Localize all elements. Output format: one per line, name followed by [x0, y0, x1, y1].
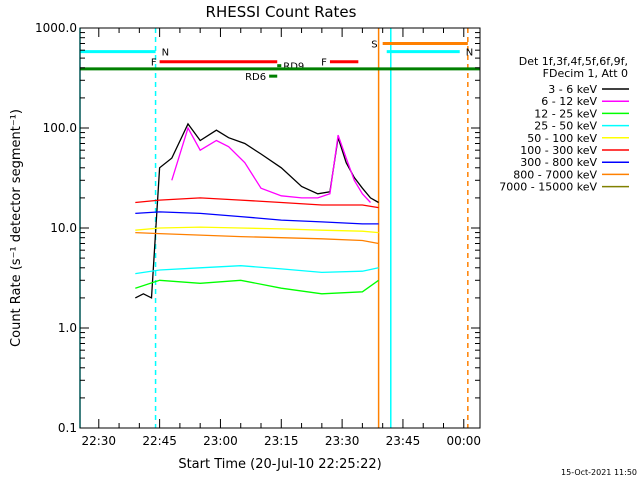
- legend-label: 3 - 6 keV: [548, 83, 597, 96]
- y-tick-label: 100.0: [43, 121, 77, 135]
- flag-label: F: [151, 58, 157, 69]
- legend-label: 7000 - 15000 keV: [499, 181, 597, 194]
- series-line: [135, 279, 379, 295]
- series-line: [135, 211, 379, 225]
- x-tick-label: 22:45: [142, 434, 177, 448]
- legend-label: 300 - 800 keV: [520, 156, 597, 169]
- series-line: [171, 126, 371, 203]
- flag-label: S: [371, 39, 377, 50]
- flag-label: F: [321, 58, 327, 69]
- chart-title: RHESSI Count Rates: [206, 3, 357, 21]
- legend-header: Det 1f,3f,4f,5f,6f,9f,: [519, 55, 628, 68]
- y-tick-label: 1000.0: [35, 21, 77, 35]
- y-axis-label: Count Rate (s⁻¹ detector segment⁻¹): [9, 109, 24, 347]
- x-tick-label: 23:30: [325, 434, 360, 448]
- legend-label: 6 - 12 keV: [541, 95, 597, 108]
- footer-timestamp: 15-Oct-2021 11:50: [561, 468, 637, 477]
- x-tick-label: 23:45: [386, 434, 421, 448]
- x-tick-label: 00:00: [446, 434, 481, 448]
- x-tick-label: 22:30: [81, 434, 116, 448]
- flag-label: N: [466, 48, 473, 59]
- legend-label: 12 - 25 keV: [534, 107, 597, 120]
- legend: Det 1f,3f,4f,5f,6f,9f,FDecim 1, Att 0 3 -…: [499, 55, 629, 194]
- legend-label: 100 - 300 keV: [520, 144, 597, 157]
- axes: 0.1 1.0 10.0 100.0 1000.0 22:30 22:45 23:00 23:1…: [35, 21, 481, 448]
- x-tick-label: 23:15: [264, 434, 299, 448]
- series-line: [135, 231, 379, 245]
- y-tick-label: 0.1: [58, 421, 77, 435]
- legend-label: 50 - 100 keV: [527, 132, 597, 145]
- legend-header: FDecim 1, Att 0: [543, 67, 628, 80]
- plot-frame: [79, 27, 481, 429]
- y-tick-label: 1.0: [58, 321, 77, 335]
- x-tick-label: 23:00: [203, 434, 238, 448]
- legend-label: 800 - 7000 keV: [513, 168, 597, 181]
- flag-label: RD9: [283, 62, 304, 73]
- y-tick-label: 10.0: [50, 221, 77, 235]
- flag-label: RD6: [245, 72, 266, 83]
- legend-label: 25 - 50 keV: [534, 120, 597, 133]
- series-line: [135, 265, 379, 275]
- series-line: [135, 197, 379, 209]
- x-axis-label: Start Time (20-Jul-10 22:25:22): [178, 457, 381, 472]
- series-line: [135, 226, 379, 234]
- flag-label: N: [162, 48, 169, 59]
